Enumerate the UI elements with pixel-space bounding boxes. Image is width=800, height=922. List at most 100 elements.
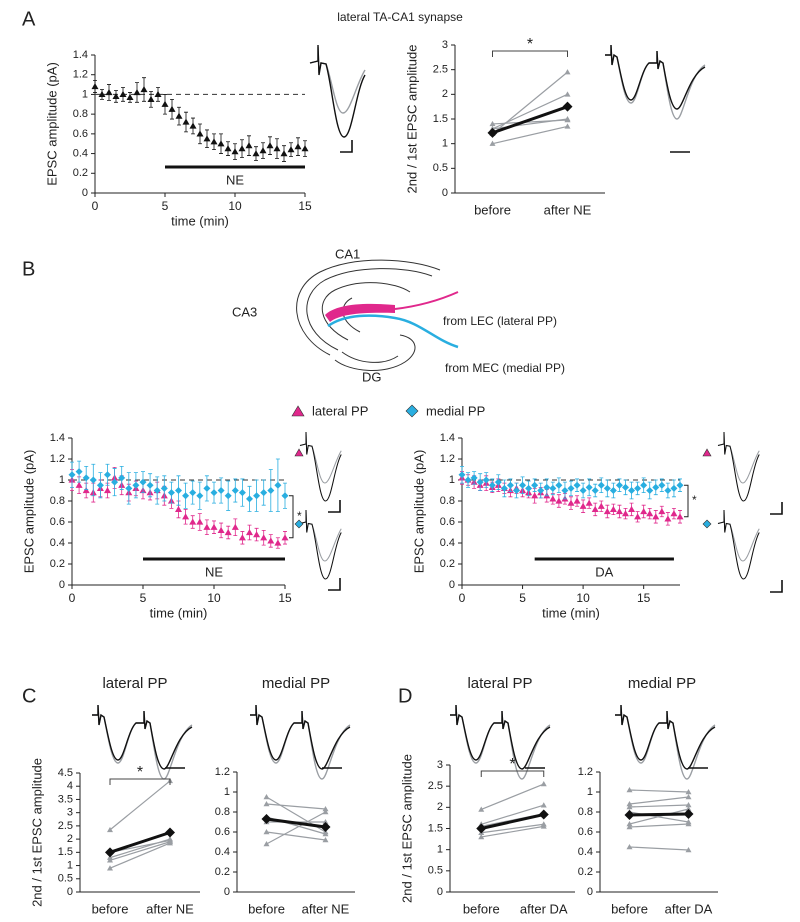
- data-point: [259, 147, 267, 154]
- y-axis-label: EPSC amplitude (pA): [411, 450, 426, 574]
- y-tick-label: 0.5: [433, 162, 448, 174]
- series-line: [266, 817, 326, 829]
- y-tick-label: 1.4: [73, 49, 88, 61]
- x-tick-label: before: [463, 901, 500, 916]
- data-point: [267, 537, 275, 544]
- data-point: [175, 487, 182, 494]
- data-point: [513, 487, 520, 494]
- data-point: [609, 487, 617, 494]
- data-point: [482, 476, 490, 484]
- data-point: [626, 844, 633, 850]
- data-point: [646, 487, 654, 494]
- data-point: [494, 478, 502, 486]
- panel-label: B: [22, 258, 35, 280]
- trace: [717, 509, 760, 580]
- data-point: [263, 794, 270, 800]
- data-point: [519, 481, 527, 489]
- y-tick-label: 1: [442, 138, 448, 150]
- scale-bar: [328, 500, 341, 513]
- data-point: [564, 69, 571, 75]
- data-point: [555, 481, 563, 489]
- data-point: [203, 523, 211, 530]
- data-point: [260, 489, 268, 497]
- y-tick-label: 1.4: [440, 432, 455, 444]
- data-point: [476, 478, 484, 486]
- data-point: [579, 487, 587, 494]
- marker-icon: [294, 448, 304, 457]
- y-tick-label: 0.4: [73, 147, 88, 159]
- y-tick-label: 0.6: [50, 516, 65, 528]
- x-tick-label: 0: [92, 199, 99, 213]
- medial-pp-path: [327, 314, 459, 349]
- data-point: [167, 489, 175, 497]
- y-tick-label: 2.5: [428, 780, 443, 792]
- series-line: [266, 831, 326, 841]
- significance-label: *: [527, 36, 533, 53]
- data-point: [626, 821, 633, 827]
- y-tick-label: 0.2: [578, 866, 593, 878]
- data-point: [622, 483, 629, 491]
- data-point: [615, 508, 623, 515]
- x-tick-label: 15: [278, 591, 292, 605]
- x-tick-label: 10: [207, 591, 221, 605]
- data-point: [652, 483, 660, 491]
- data-point: [133, 88, 141, 96]
- data-point: [132, 481, 140, 489]
- data-point: [573, 497, 581, 504]
- data-point: [75, 481, 83, 488]
- y-tick-label: 2: [442, 88, 448, 100]
- data-point: [196, 492, 204, 500]
- data-point: [478, 806, 485, 812]
- data-point: [579, 502, 587, 509]
- y-tick-label: 1.2: [50, 453, 65, 465]
- data-point: [531, 481, 539, 489]
- data-point: [538, 809, 549, 820]
- data-point: [217, 487, 225, 494]
- data-point: [603, 508, 611, 515]
- data-point: [685, 789, 692, 795]
- scale-bar: [328, 578, 341, 591]
- data-point: [537, 487, 545, 494]
- data-point: [670, 510, 678, 517]
- data-point: [175, 112, 183, 119]
- y-tick-label: 1.2: [73, 69, 88, 81]
- y-tick-label: 1.2: [440, 453, 455, 465]
- y-tick-label: 0.4: [215, 846, 230, 858]
- x-tick-label: after NE: [302, 901, 350, 916]
- data-point: [182, 492, 190, 500]
- region-label: CA1: [335, 246, 360, 261]
- series-line: [629, 804, 689, 808]
- drug-label: NE: [226, 172, 244, 187]
- y-tick-label: 0.5: [428, 865, 443, 877]
- trace: [717, 431, 760, 502]
- significance-bracket: [480, 770, 545, 777]
- data-point: [626, 801, 633, 807]
- data-point: [540, 802, 547, 808]
- data-point: [489, 140, 496, 146]
- data-point: [624, 810, 635, 820]
- y-tick-label: 0.2: [73, 167, 88, 179]
- data-point: [322, 819, 329, 825]
- data-point: [112, 92, 120, 100]
- y-tick-label: 0: [587, 886, 593, 898]
- y-axis-label: 2nd / 1st EPSC amplitude: [404, 45, 419, 194]
- data-point: [500, 484, 508, 492]
- significance-bracket: [289, 495, 294, 539]
- data-point: [585, 483, 593, 491]
- x-tick-label: 0: [69, 591, 76, 605]
- y-tick-label: 0.6: [215, 826, 230, 838]
- y-tick-label: 2: [437, 801, 443, 813]
- data-point: [628, 505, 636, 513]
- y-tick-label: 0: [59, 579, 65, 591]
- data-point: [107, 857, 113, 863]
- data-point: [489, 120, 496, 127]
- x-tick-label: 10: [228, 199, 242, 213]
- data-point: [562, 101, 573, 112]
- series-line: [109, 841, 171, 861]
- x-tick-label: 5: [140, 591, 147, 605]
- y-tick-label: 0.5: [58, 873, 73, 885]
- trace: [299, 509, 342, 580]
- legend-marker: [405, 404, 419, 418]
- x-tick-label: before: [248, 901, 285, 916]
